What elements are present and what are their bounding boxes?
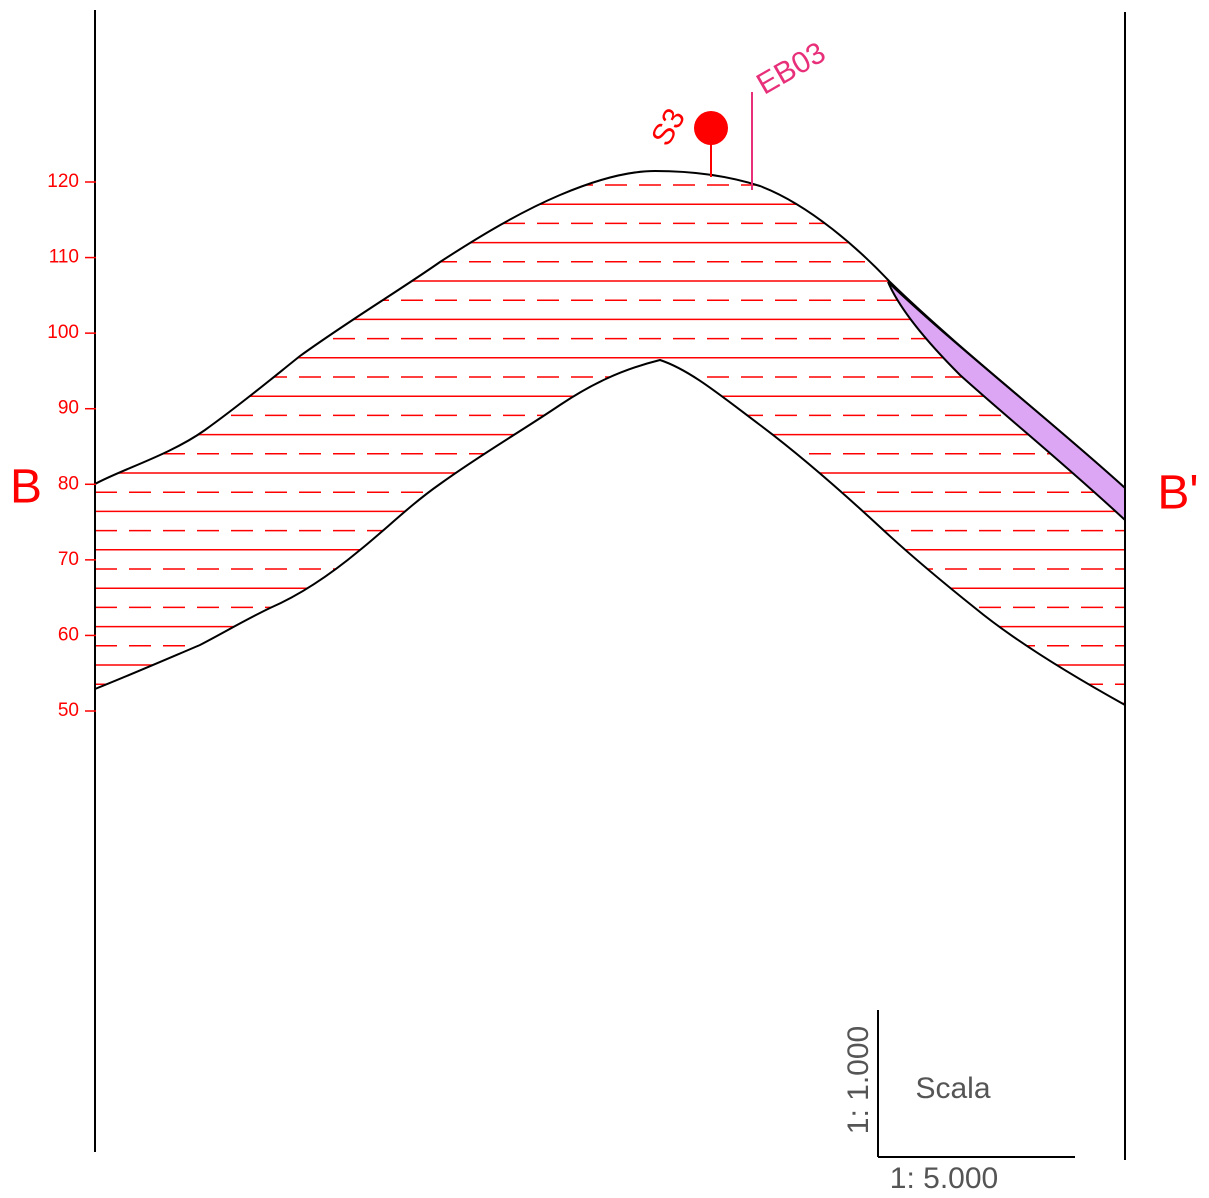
scale-vertical: 1: 1.000: [842, 1026, 875, 1134]
elevation-label: 120: [47, 171, 79, 192]
layer-base: [94, 358, 1126, 706]
elevation-label: 90: [58, 398, 79, 419]
scale-title: Scala: [915, 1072, 990, 1105]
hatching: [95, 184, 1125, 705]
section-start: B: [10, 461, 42, 514]
scale-horizontal: 1: 5.000: [890, 1162, 998, 1195]
section-end: B': [1157, 467, 1198, 520]
elevation-label: 60: [58, 624, 79, 645]
borehole-label: S3: [645, 103, 692, 151]
ground-surface: [94, 169, 1126, 489]
elevation-label: 100: [47, 322, 79, 343]
borehole-label: EB03: [751, 36, 831, 101]
elevation-label: 70: [58, 549, 79, 570]
elevation-label: 110: [49, 247, 79, 268]
borehole-marker: [694, 111, 728, 145]
elevation-label: 80: [58, 473, 79, 494]
lens: [887, 281, 1126, 523]
elevation-label: 50: [58, 700, 79, 721]
